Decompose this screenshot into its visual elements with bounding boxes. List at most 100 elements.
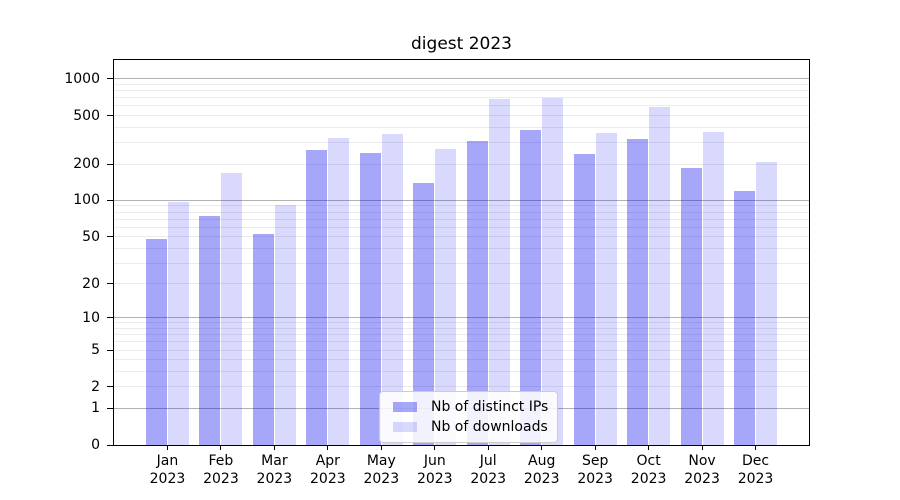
y-tick-label-1000: 1000 bbox=[64, 70, 100, 87]
x-tick-mark-apr-2023 bbox=[327, 445, 329, 450]
gridline-major-1000 bbox=[114, 78, 809, 80]
gridline-minor-600 bbox=[114, 105, 809, 107]
legend: Nb of distinct IPs Nb of downloads bbox=[379, 391, 559, 443]
y-tick-mark-0 bbox=[107, 444, 114, 446]
gridline-minor-4 bbox=[114, 359, 809, 361]
gridline-minor-900 bbox=[114, 84, 809, 85]
x-tick-mark-dec-2023 bbox=[755, 445, 757, 450]
bar-nb-of-distinct-ips-nov-2023 bbox=[680, 167, 702, 445]
x-tick-label-aug-2023: Aug 2023 bbox=[523, 453, 560, 487]
x-tick-mark-oct-2023 bbox=[648, 445, 650, 450]
gridline-minor-7 bbox=[114, 334, 809, 336]
bar-nb-of-distinct-ips-jun-2023 bbox=[413, 183, 435, 445]
y-tick-label-50: 50 bbox=[82, 228, 100, 245]
gridline-minor-6 bbox=[114, 341, 809, 343]
x-tick-label-sep-2023: Sep 2023 bbox=[577, 453, 613, 487]
chart-title: digest 2023 bbox=[411, 34, 512, 54]
bar-nb-of-downloads-dec-2023 bbox=[756, 161, 778, 445]
x-tick-mark-jun-2023 bbox=[434, 445, 436, 450]
y-tick-mark-500 bbox=[107, 115, 114, 117]
x-tick-mark-jul-2023 bbox=[487, 445, 489, 450]
gridline-major-100 bbox=[114, 199, 809, 201]
bar-nb-of-downloads-mar-2023 bbox=[274, 204, 296, 445]
bar-nb-of-distinct-ips-sep-2023 bbox=[573, 154, 595, 445]
gridline-minor-5 bbox=[114, 349, 809, 351]
bar-nb-of-downloads-aug-2023 bbox=[542, 97, 564, 445]
gridline-minor-200 bbox=[114, 163, 809, 165]
legend-item-distinct-ips: Nb of distinct IPs bbox=[389, 397, 548, 417]
gridline-minor-2 bbox=[114, 386, 809, 388]
y-tick-label-100: 100 bbox=[73, 192, 100, 209]
x-tick-mark-aug-2023 bbox=[541, 445, 543, 450]
gridline-minor-50 bbox=[114, 236, 809, 238]
gridline-minor-8 bbox=[114, 328, 809, 330]
y-tick-mark-20 bbox=[107, 283, 114, 285]
plot-area: Nb of distinct IPs Nb of downloads bbox=[113, 59, 810, 446]
x-tick-mark-nov-2023 bbox=[701, 445, 703, 450]
gridline-minor-700 bbox=[114, 97, 809, 99]
x-tick-label-apr-2023: Apr 2023 bbox=[310, 453, 346, 487]
y-tick-label-10: 10 bbox=[82, 309, 100, 326]
gridline-minor-40 bbox=[114, 247, 809, 249]
y-tick-label-5: 5 bbox=[91, 342, 100, 359]
x-tick-label-may-2023: May 2023 bbox=[363, 453, 400, 487]
bar-nb-of-downloads-oct-2023 bbox=[649, 107, 671, 445]
x-tick-mark-sep-2023 bbox=[594, 445, 596, 450]
y-tick-mark-1000 bbox=[107, 78, 114, 80]
gridline-major-10 bbox=[114, 317, 809, 319]
bar-nb-of-distinct-ips-mar-2023 bbox=[252, 233, 274, 445]
bar-nb-of-distinct-ips-aug-2023 bbox=[520, 130, 542, 445]
x-tick-mark-mar-2023 bbox=[273, 445, 275, 450]
bar-nb-of-downloads-may-2023 bbox=[381, 134, 403, 445]
gridline-minor-30 bbox=[114, 262, 809, 264]
y-tick-label-0: 0 bbox=[91, 437, 100, 453]
gridline-minor-20 bbox=[114, 283, 809, 285]
bar-nb-of-downloads-jul-2023 bbox=[488, 98, 510, 445]
bar-nb-of-downloads-jun-2023 bbox=[435, 149, 457, 445]
bar-nb-of-distinct-ips-oct-2023 bbox=[627, 139, 649, 445]
y-tick-label-2: 2 bbox=[91, 378, 100, 395]
x-tick-mark-may-2023 bbox=[380, 445, 382, 450]
bar-nb-of-distinct-ips-may-2023 bbox=[359, 153, 381, 445]
bar-nb-of-downloads-apr-2023 bbox=[328, 137, 350, 445]
gridline-minor-400 bbox=[114, 126, 809, 128]
bar-nb-of-downloads-jan-2023 bbox=[167, 202, 189, 445]
bar-nb-of-distinct-ips-feb-2023 bbox=[199, 216, 221, 445]
gridline-minor-60 bbox=[114, 226, 809, 228]
x-tick-label-dec-2023: Dec 2023 bbox=[737, 453, 774, 487]
bar-nb-of-downloads-feb-2023 bbox=[221, 173, 243, 445]
y-tick-mark-10 bbox=[107, 317, 114, 319]
bar-nb-of-distinct-ips-jul-2023 bbox=[466, 140, 488, 445]
gridline-minor-9 bbox=[114, 322, 809, 324]
legend-label-distinct-ips: Nb of distinct IPs bbox=[431, 399, 549, 415]
gridline-minor-70 bbox=[114, 218, 809, 220]
y-tick-mark-200 bbox=[107, 163, 114, 165]
x-tick-label-jun-2023: Jun 2023 bbox=[416, 453, 453, 487]
bar-nb-of-downloads-sep-2023 bbox=[595, 132, 617, 445]
bar-nb-of-distinct-ips-apr-2023 bbox=[306, 150, 328, 445]
x-tick-label-jul-2023: Jul 2023 bbox=[470, 453, 507, 487]
legend-label-downloads: Nb of downloads bbox=[431, 419, 548, 435]
bar-nb-of-distinct-ips-dec-2023 bbox=[734, 190, 756, 445]
x-tick-label-oct-2023: Oct 2023 bbox=[630, 453, 667, 487]
x-tick-label-nov-2023: Nov 2023 bbox=[684, 453, 720, 487]
gridline-minor-300 bbox=[114, 142, 809, 144]
y-tick-mark-1 bbox=[107, 407, 114, 409]
x-tick-label-mar-2023: Mar 2023 bbox=[256, 453, 293, 487]
legend-swatch-downloads bbox=[393, 422, 417, 432]
gridline-minor-90 bbox=[114, 205, 809, 207]
y-tick-label-1: 1 bbox=[91, 400, 100, 417]
bar-nb-of-downloads-nov-2023 bbox=[702, 131, 724, 445]
y-tick-mark-5 bbox=[107, 349, 114, 351]
gridline-minor-800 bbox=[114, 90, 809, 92]
legend-item-downloads: Nb of downloads bbox=[389, 417, 548, 437]
gridline-minor-500 bbox=[114, 115, 809, 117]
legend-swatch-distinct-ips bbox=[393, 402, 417, 412]
y-tick-label-200: 200 bbox=[73, 156, 100, 172]
gridline-minor-80 bbox=[114, 211, 809, 213]
y-tick-label-20: 20 bbox=[82, 275, 100, 292]
y-tick-label-500: 500 bbox=[73, 107, 100, 124]
y-tick-mark-50 bbox=[107, 236, 114, 238]
gridline-minor-3 bbox=[114, 371, 809, 373]
x-tick-mark-jan-2023 bbox=[166, 445, 168, 450]
